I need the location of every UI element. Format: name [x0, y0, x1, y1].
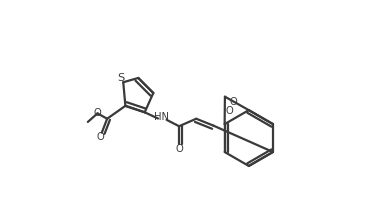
Text: S: S [117, 73, 124, 83]
Text: O: O [175, 144, 183, 154]
Text: O: O [96, 132, 104, 141]
Text: O: O [229, 97, 237, 107]
Text: O: O [225, 106, 233, 116]
Text: O: O [94, 108, 102, 118]
Text: HN: HN [154, 113, 169, 122]
